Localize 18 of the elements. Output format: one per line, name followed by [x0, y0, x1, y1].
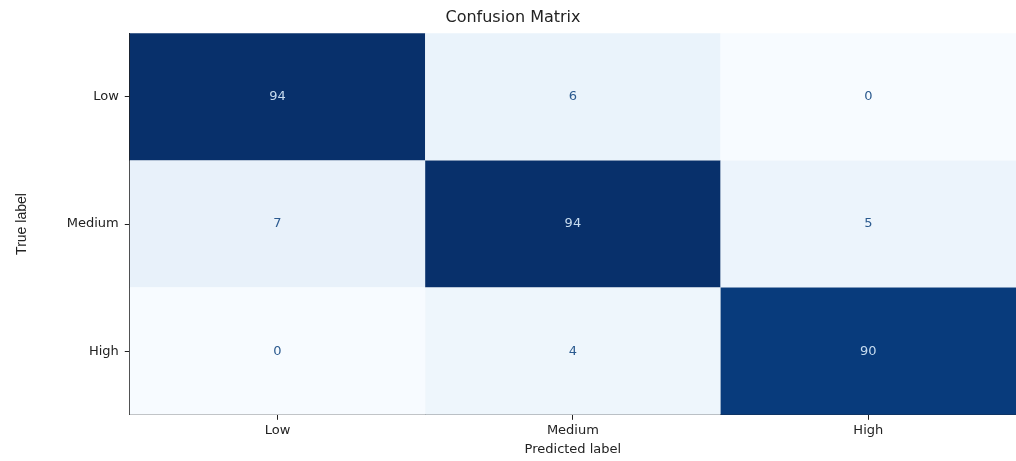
chart-title: Confusion Matrix — [445, 6, 581, 26]
y-tick-label: Low — [93, 88, 120, 104]
data-label: 94 — [564, 215, 582, 231]
data-label: 90 — [860, 342, 877, 358]
data-label: 0 — [864, 88, 873, 104]
data-label: 6 — [568, 88, 578, 104]
x-tick-label: Medium — [546, 421, 599, 437]
data-label: 4 — [568, 342, 578, 358]
data-label: 0 — [273, 342, 282, 358]
y-axis-title: True label — [13, 193, 30, 255]
data-label: 7 — [273, 215, 282, 231]
data-label: 5 — [864, 215, 873, 231]
x-tick-label: High — [853, 421, 884, 437]
y-tick-label: Medium — [66, 215, 119, 231]
x-axis-title: Predicted label — [524, 440, 622, 456]
data-label: 94 — [269, 88, 286, 104]
y-tick-label: High — [88, 342, 119, 358]
x-tick-label: Low — [264, 421, 291, 437]
